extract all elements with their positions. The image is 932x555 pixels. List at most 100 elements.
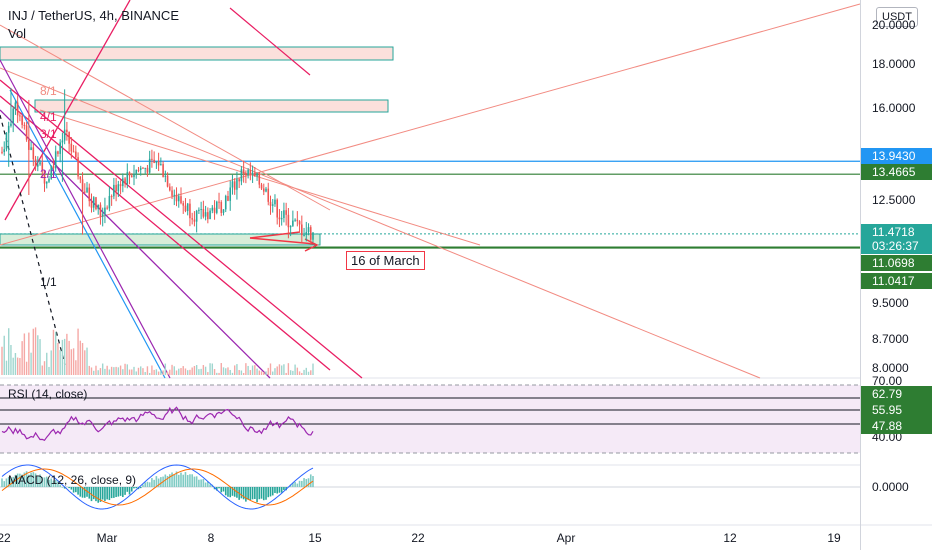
candle-body xyxy=(153,160,155,163)
candle-body xyxy=(46,182,48,184)
volume-bar xyxy=(120,366,121,375)
candle-body xyxy=(66,130,68,132)
volume-bar xyxy=(28,333,29,375)
annotation-label[interactable]: 16 of March xyxy=(346,251,425,270)
candle-body xyxy=(169,187,171,191)
candle-body xyxy=(225,196,227,209)
volume-bar xyxy=(189,370,190,375)
volume-bar xyxy=(102,364,103,375)
candle-body xyxy=(200,209,202,210)
candle-body xyxy=(288,215,290,227)
volume-bar xyxy=(158,372,159,375)
candle-body xyxy=(21,116,23,125)
symbol-title: INJ / TetherUS, 4h, BINANCE xyxy=(8,8,179,23)
volume-bar xyxy=(111,367,112,375)
volume-bar xyxy=(113,367,114,375)
volume-bar xyxy=(42,366,43,375)
volume-bar xyxy=(294,365,295,375)
candle-body xyxy=(1,152,3,153)
candle-body xyxy=(124,178,126,183)
candle-body xyxy=(274,200,276,205)
macd-histogram-bar xyxy=(180,473,182,487)
candle-body xyxy=(294,220,296,221)
macd-histogram-bar xyxy=(245,487,247,502)
time-label: Mar xyxy=(97,531,118,545)
volume-bar xyxy=(118,367,119,375)
volume-bar xyxy=(207,372,208,375)
macd-histogram-bar xyxy=(3,481,5,487)
volume-bar xyxy=(98,370,99,375)
candle-body xyxy=(220,202,222,213)
volume-bar xyxy=(281,365,282,375)
volume-bar xyxy=(122,369,123,375)
volume-bar xyxy=(93,371,94,375)
candle-body xyxy=(299,221,301,224)
volume-bar xyxy=(1,347,2,375)
volume-bar xyxy=(37,335,38,375)
macd-histogram-bar xyxy=(140,487,142,488)
macd-histogram-bar xyxy=(71,487,73,490)
candle-body xyxy=(102,214,104,216)
macd-histogram-bar xyxy=(124,487,126,495)
rsi-title: RSI (14, close) xyxy=(8,387,87,401)
volume-bar xyxy=(265,371,266,375)
candle-body xyxy=(95,197,97,209)
candle-body xyxy=(129,172,131,175)
candle-body xyxy=(223,209,225,213)
volume-bar xyxy=(44,361,45,375)
candle-body xyxy=(165,176,167,177)
candle-body xyxy=(62,141,64,143)
volume-bar xyxy=(77,329,78,375)
volume-bar xyxy=(6,361,7,375)
macd-histogram-bar xyxy=(113,487,115,498)
price-badge-green: 11.0698 xyxy=(861,255,932,271)
volume-bar xyxy=(259,370,260,375)
candle-body xyxy=(297,220,299,221)
macd-histogram-bar xyxy=(149,482,151,487)
volume-bar xyxy=(303,370,304,375)
candle-body xyxy=(64,130,66,141)
macd-histogram-bar xyxy=(68,487,70,488)
candle-body xyxy=(305,232,307,235)
volume-bar xyxy=(71,349,72,375)
macd-histogram-bar xyxy=(131,487,133,492)
candle-body xyxy=(212,208,214,211)
volume-bar xyxy=(227,367,228,375)
volume-bar xyxy=(24,333,25,375)
candle-body xyxy=(254,173,256,177)
candle-body xyxy=(256,173,258,176)
volume-bar xyxy=(301,373,302,375)
macd-histogram-bar xyxy=(267,487,269,497)
volume-bar xyxy=(144,372,145,375)
bar-countdown: 03:26:37 xyxy=(861,238,932,254)
volume-bar xyxy=(290,370,291,375)
candle-body xyxy=(28,140,30,150)
volume-bar xyxy=(12,358,13,375)
candle-body xyxy=(91,201,93,208)
volume-bar xyxy=(230,370,231,375)
volume-bar xyxy=(261,371,262,375)
volume-bar xyxy=(171,365,172,375)
macd-histogram-bar xyxy=(171,472,173,487)
macd-histogram-bar xyxy=(189,474,191,487)
macd-histogram-bar xyxy=(301,481,303,487)
macd-histogram-bar xyxy=(194,477,196,487)
macd-histogram-bar xyxy=(272,487,274,495)
macd-histogram-bar xyxy=(115,487,117,497)
volume-bar xyxy=(232,373,233,375)
volume-bar xyxy=(252,366,253,375)
fan-label: 2/1 xyxy=(40,167,57,181)
candle-body xyxy=(270,202,272,206)
volume-bar xyxy=(75,360,76,375)
volume-bar xyxy=(256,369,257,375)
candle-body xyxy=(247,170,249,175)
volume-bar xyxy=(165,364,166,375)
volume-bar xyxy=(89,366,90,375)
macd-histogram-bar xyxy=(229,487,231,497)
macd-histogram-bar xyxy=(209,484,211,487)
candle-body xyxy=(312,232,314,239)
volume-bar xyxy=(140,366,141,375)
macd-histogram-bar xyxy=(118,487,120,497)
candle-body xyxy=(57,151,59,154)
